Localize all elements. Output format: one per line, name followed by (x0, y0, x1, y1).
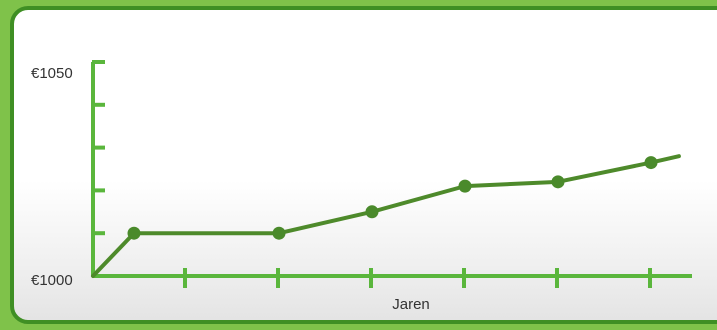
y-tick-label-min: €1000 (31, 272, 73, 289)
chart-card (10, 6, 717, 324)
x-axis-label: Jaren (392, 296, 430, 313)
chart-series (91, 154, 681, 278)
data-point (272, 226, 286, 240)
data-point (458, 179, 472, 193)
y-tick-label-max: €1050 (31, 65, 73, 82)
data-point (127, 226, 141, 240)
data-point (365, 205, 379, 219)
data-point (551, 175, 565, 189)
chart-axes (91, 60, 692, 288)
data-point (644, 156, 658, 170)
series-line (91, 154, 681, 278)
